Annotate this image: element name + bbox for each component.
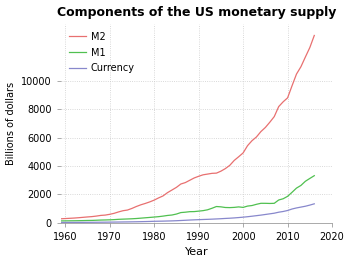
Title: Components of the US monetary supply: Components of the US monetary supply: [57, 6, 336, 19]
Currency: [303, 205, 308, 208]
Currency: [59, 221, 63, 224]
Line: M2: M2: [61, 36, 314, 219]
M1: [312, 174, 316, 177]
Currency: [272, 212, 276, 215]
X-axis label: Year: Year: [184, 247, 208, 257]
Line: Currency: Currency: [61, 204, 314, 222]
M2: [59, 217, 63, 220]
M2: [228, 164, 232, 167]
M2: [121, 209, 125, 212]
M2: [312, 34, 316, 37]
M1: [245, 205, 250, 208]
Currency: [121, 220, 125, 224]
Line: M1: M1: [61, 176, 314, 221]
M1: [59, 219, 63, 222]
M1: [272, 202, 276, 205]
M1: [303, 180, 308, 183]
Y-axis label: Billions of dollars: Billions of dollars: [6, 82, 15, 165]
M1: [121, 218, 125, 221]
Currency: [245, 215, 250, 218]
M2: [303, 55, 308, 59]
Currency: [312, 202, 316, 205]
Currency: [228, 217, 232, 220]
M2: [117, 210, 121, 214]
Legend: M2, M1, Currency: M2, M1, Currency: [66, 29, 138, 76]
Currency: [117, 220, 121, 224]
M2: [272, 115, 276, 118]
M1: [117, 218, 121, 221]
M2: [245, 144, 250, 147]
M1: [228, 206, 232, 209]
